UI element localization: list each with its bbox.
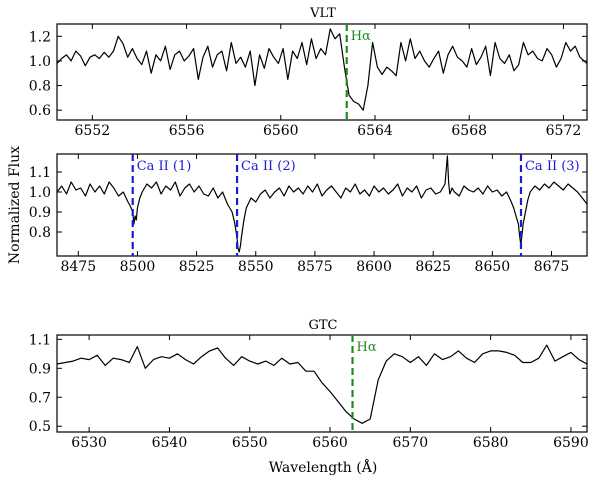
marker-label: Hα xyxy=(357,340,377,355)
plot-area: 6552 6556 6560 6564 6568 6572 0.6 0.8 1.0 1.2 Hα xyxy=(29,24,588,139)
x-tick-label: 6530 xyxy=(71,435,107,451)
plot-area: 6530 6540 6550 6560 6570 6580 6590 0.5 0.7 0.9 1.1… xyxy=(29,332,589,451)
x-tick-label: 6580 xyxy=(473,435,509,451)
x-tick-label: 6556 xyxy=(169,123,205,139)
x-tick-label: 6570 xyxy=(393,435,429,451)
series-line xyxy=(56,28,588,111)
y-tick-label: 0.9 xyxy=(29,361,51,377)
x-tick-label: 6560 xyxy=(263,123,299,139)
x-tick-label: 8625 xyxy=(415,259,451,275)
y-tick-label: 0.8 xyxy=(29,225,51,241)
series-line xyxy=(56,344,588,424)
marker-label: Ca II (3) xyxy=(525,159,580,174)
x-tick-label: 8525 xyxy=(179,259,215,275)
y-tick-label: 1.1 xyxy=(29,165,51,181)
y-tick-label: 0.7 xyxy=(29,390,51,406)
y-tick-label: 0.9 xyxy=(29,205,51,221)
chart-title: GTC xyxy=(308,318,337,333)
x-axis-label: Wavelength (Å) xyxy=(269,458,378,476)
marker-label: Ca II (2) xyxy=(241,159,296,174)
x-tick-label: 6550 xyxy=(232,435,268,451)
x-tick-label: 8575 xyxy=(297,259,333,275)
y-tick-label: 1.2 xyxy=(29,29,51,45)
series-line xyxy=(56,155,588,253)
y-tick-label: 0.8 xyxy=(29,79,51,95)
y-tick-label: 1.0 xyxy=(29,54,51,70)
x-tick-label: 8600 xyxy=(356,259,392,275)
marker-label: Hα xyxy=(351,29,371,44)
y-tick-label: 1.1 xyxy=(29,332,51,348)
y-axis-label: Normalized Flux xyxy=(7,146,23,264)
x-tick-label: 6590 xyxy=(553,435,589,451)
x-tick-label: 6552 xyxy=(75,123,111,139)
panel-cair: 8475 8500 8525 8550 8575 8600 8625 8650 8675 0.8 0… xyxy=(29,153,588,275)
x-tick-label: 8650 xyxy=(475,259,511,275)
y-tick-label: 0.6 xyxy=(29,103,51,119)
plot-area: 8475 8500 8525 8550 8575 8600 8625 8650 8675 0.8 0… xyxy=(29,154,588,275)
panel-vlt: VLT 6552 6556 6560 6564 6568 6572 0.6 0.8 1.0 1.2… xyxy=(29,6,588,139)
x-tick-label: 6564 xyxy=(357,123,393,139)
plot-frame xyxy=(56,334,588,433)
panel-gtc: GTC 6530 6540 6550 6560 6570 6580 6590 0.5 0.7 0.… xyxy=(29,318,589,451)
x-tick-label: 8675 xyxy=(534,259,570,275)
plot-frame xyxy=(56,153,588,257)
plot-frame xyxy=(56,23,588,121)
x-tick-label: 8500 xyxy=(120,259,156,275)
y-tick-label: 1.0 xyxy=(29,185,51,201)
y-tick-label: 0.5 xyxy=(29,419,51,435)
x-tick-label: 8475 xyxy=(60,259,96,275)
x-tick-label: 6568 xyxy=(451,123,487,139)
x-tick-label: 6540 xyxy=(152,435,188,451)
chart-title: VLT xyxy=(309,6,336,21)
x-tick-label: 6560 xyxy=(312,435,348,451)
x-tick-label: 6572 xyxy=(546,123,582,139)
x-tick-label: 8550 xyxy=(238,259,274,275)
marker-label: Ca II (1) xyxy=(137,159,192,174)
